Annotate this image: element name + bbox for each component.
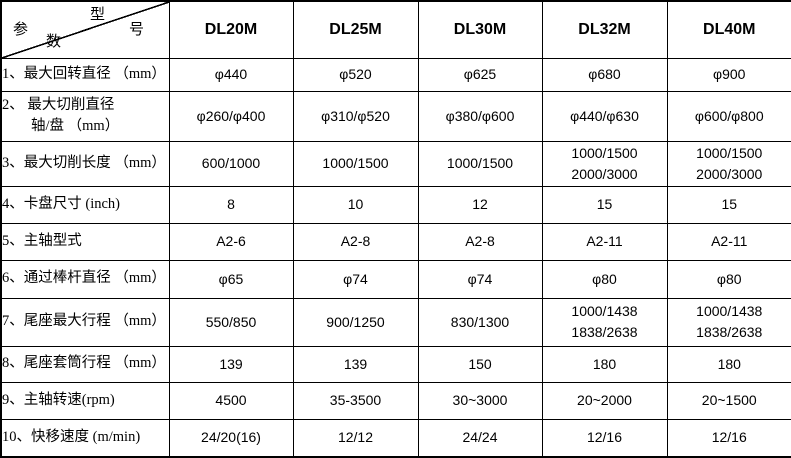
corner-param-char-2: 数 (46, 34, 62, 50)
column-header-dl30m: DL30M (417, 0, 543, 59)
spec-value: 10 (292, 185, 419, 224)
spec-value: 15 (666, 185, 791, 224)
column-header-dl40m: DL40M (666, 0, 791, 59)
row-label: 3、最大切削长度 （mm） (0, 140, 170, 187)
spec-value: φ520 (292, 57, 419, 92)
spec-value: 180 (541, 345, 668, 383)
spec-value: 24/20(16) (168, 418, 294, 458)
spec-value: 1000/1500 (292, 140, 419, 187)
row-label: 8、尾座套筒行程 （mm） (0, 345, 170, 383)
spec-value: 600/1000 (168, 140, 294, 187)
spec-value: 139 (292, 345, 419, 383)
table-row-tailstock-quill-travel: 8、尾座套筒行程 （mm） 139 139 150 180 180 (0, 345, 791, 383)
spec-value: φ600/φ800 (666, 90, 791, 142)
spec-value: 30~3000 (417, 381, 543, 420)
spec-value: φ80 (541, 259, 668, 299)
spec-value: φ625 (417, 57, 543, 92)
spec-value: φ680 (541, 57, 668, 92)
table-row-spindle-type: 5、主轴型式 A2-6 A2-8 A2-8 A2-11 A2-11 (0, 222, 791, 261)
spec-value: 24/24 (417, 418, 543, 458)
spec-value: 15 (541, 185, 668, 224)
corner-diagonal-cell: 型 号 参 数 (0, 0, 170, 59)
spec-value: 4500 (168, 381, 294, 420)
spec-value: 139 (168, 345, 294, 383)
spec-value: 35-3500 (292, 381, 419, 420)
spec-value: φ74 (417, 259, 543, 299)
spec-value: 20~1500 (666, 381, 791, 420)
spec-value: φ74 (292, 259, 419, 299)
spec-value: A2-11 (666, 222, 791, 261)
row-label: 5、主轴型式 (0, 222, 170, 261)
spec-value: A2-8 (292, 222, 419, 261)
table-row-tailstock-max-travel: 7、尾座最大行程 （mm） 550/850 900/1250 830/1300 … (0, 297, 791, 347)
spec-value: 1000/1500 2000/3000 (541, 140, 668, 187)
header-row: 型 号 参 数 DL20M DL25M DL30M DL32M DL40M (0, 0, 791, 59)
spec-value: φ380/φ600 (417, 90, 543, 142)
spec-value: φ260/φ400 (168, 90, 294, 142)
spec-value: φ310/φ520 (292, 90, 419, 142)
spec-value: 900/1250 (292, 297, 419, 347)
spec-value: 8 (168, 185, 294, 224)
spec-value: φ440/φ630 (541, 90, 668, 142)
spec-value: A2-6 (168, 222, 294, 261)
spec-value: 550/850 (168, 297, 294, 347)
table-row-chuck-size: 4、卡盘尺寸 (inch) 8 10 12 15 15 (0, 185, 791, 224)
table-row-bar-capacity: 6、通过棒杆直径 （mm） φ65 φ74 φ74 φ80 φ80 (0, 259, 791, 299)
corner-model-char-1: 型 (90, 7, 106, 23)
spec-value: φ80 (666, 259, 791, 299)
row-label: 1、最大回转直径 （mm） (0, 57, 170, 92)
row-label: 6、通过棒杆直径 （mm） (0, 259, 170, 299)
table-row-max-swing-diameter: 1、最大回转直径 （mm） φ440 φ520 φ625 φ680 φ900 (0, 57, 791, 92)
corner-model-char-2: 号 (129, 22, 145, 38)
spec-value: 1000/1500 (417, 140, 543, 187)
spec-value: 150 (417, 345, 543, 383)
spec-value: 20~2000 (541, 381, 668, 420)
column-header-dl20m: DL20M (168, 0, 294, 59)
spec-value: 12 (417, 185, 543, 224)
spec-value: 1000/1500 2000/3000 (666, 140, 791, 187)
table-row-rapid-traverse-speed: 10、快移速度 (m/min) 24/20(16) 12/12 24/24 12… (0, 418, 791, 458)
table-row-max-cutting-length: 3、最大切削长度 （mm） 600/1000 1000/1500 1000/15… (0, 140, 791, 187)
spec-value: φ65 (168, 259, 294, 299)
spec-value: A2-8 (417, 222, 543, 261)
table-row-spindle-speed: 9、主轴转速(rpm) 4500 35-3500 30~3000 20~2000… (0, 381, 791, 420)
row-label: 10、快移速度 (m/min) (0, 418, 170, 458)
spec-value: 12/12 (292, 418, 419, 458)
row-label: 9、主轴转速(rpm) (0, 381, 170, 420)
spec-value: φ440 (168, 57, 294, 92)
spec-value: 180 (666, 345, 791, 383)
spec-value: 12/16 (541, 418, 668, 458)
spec-value: 830/1300 (417, 297, 543, 347)
table-row-max-cutting-diameter: 2、 最大切削直径 轴/盘 （mm） φ260/φ400 φ310/φ520 φ… (0, 90, 791, 142)
column-header-dl32m: DL32M (541, 0, 668, 59)
row-label: 2、 最大切削直径 轴/盘 （mm） (0, 90, 170, 142)
spec-value: A2-11 (541, 222, 668, 261)
row-label: 4、卡盘尺寸 (inch) (0, 185, 170, 224)
spec-value: 1000/1438 1838/2638 (666, 297, 791, 347)
row-label: 7、尾座最大行程 （mm） (0, 297, 170, 347)
corner-param-char-1: 参 (13, 22, 29, 38)
spec-value: 12/16 (666, 418, 791, 458)
spec-value: φ900 (666, 57, 791, 92)
column-header-dl25m: DL25M (292, 0, 419, 59)
spec-value: 1000/1438 1838/2638 (541, 297, 668, 347)
